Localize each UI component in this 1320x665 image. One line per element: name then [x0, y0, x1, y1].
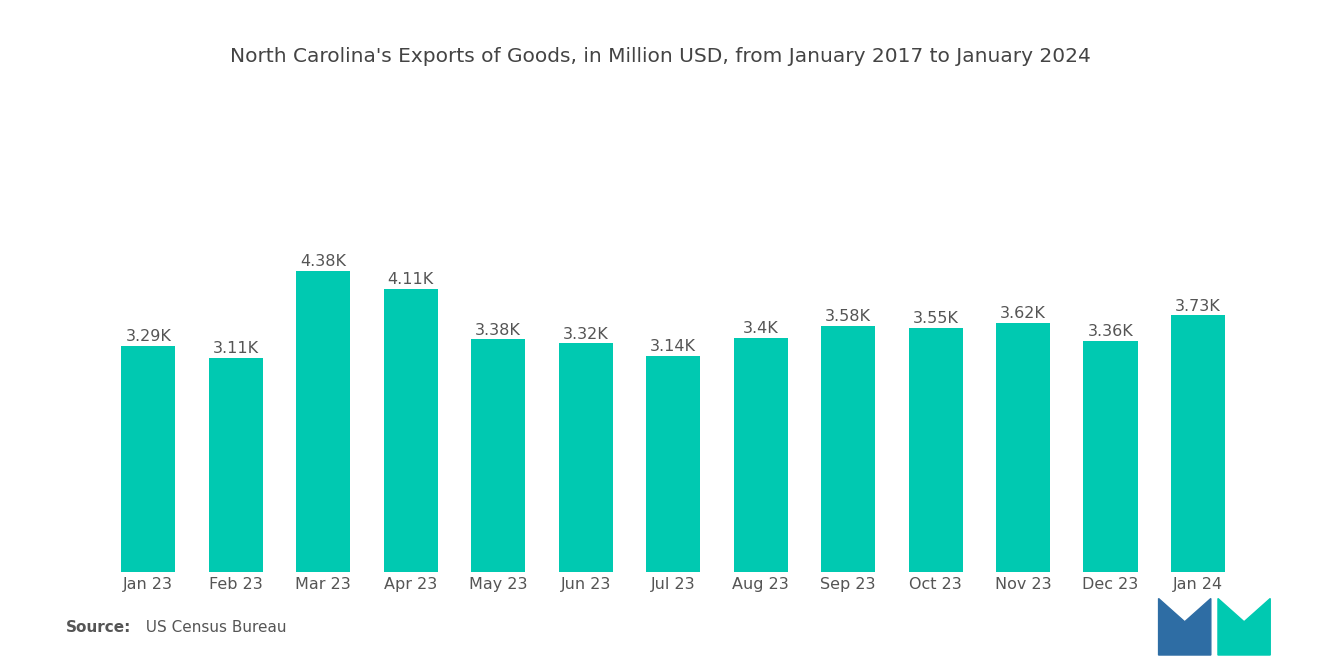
Text: 3.55K: 3.55K: [912, 311, 958, 326]
Text: 3.38K: 3.38K: [475, 323, 521, 338]
Bar: [471, 339, 525, 572]
Polygon shape: [1159, 598, 1210, 655]
Bar: [1084, 340, 1138, 572]
Bar: [645, 356, 701, 572]
Bar: [1171, 315, 1225, 572]
Text: North Carolina's Exports of Goods, in Million USD, from January 2017 to January : North Carolina's Exports of Goods, in Mi…: [230, 47, 1090, 66]
Text: 3.29K: 3.29K: [125, 329, 172, 344]
Polygon shape: [1218, 598, 1270, 655]
Text: 3.36K: 3.36K: [1088, 324, 1134, 339]
Text: 3.62K: 3.62K: [1001, 306, 1045, 321]
Bar: [734, 338, 788, 572]
Text: 3.73K: 3.73K: [1175, 299, 1221, 314]
Text: 4.38K: 4.38K: [300, 254, 346, 269]
Text: Source:: Source:: [66, 620, 132, 635]
Bar: [209, 358, 263, 572]
Bar: [558, 344, 612, 572]
Bar: [296, 271, 350, 572]
Text: 3.58K: 3.58K: [825, 309, 871, 324]
Text: 4.11K: 4.11K: [388, 273, 434, 287]
Bar: [384, 289, 438, 572]
Bar: [997, 323, 1051, 572]
Bar: [821, 326, 875, 572]
Text: US Census Bureau: US Census Bureau: [136, 620, 286, 635]
Bar: [121, 346, 176, 572]
Text: 3.32K: 3.32K: [562, 327, 609, 342]
Text: 3.4K: 3.4K: [743, 321, 779, 336]
Bar: [908, 328, 962, 572]
Text: 3.11K: 3.11K: [213, 341, 259, 356]
Text: 3.14K: 3.14K: [651, 339, 696, 354]
